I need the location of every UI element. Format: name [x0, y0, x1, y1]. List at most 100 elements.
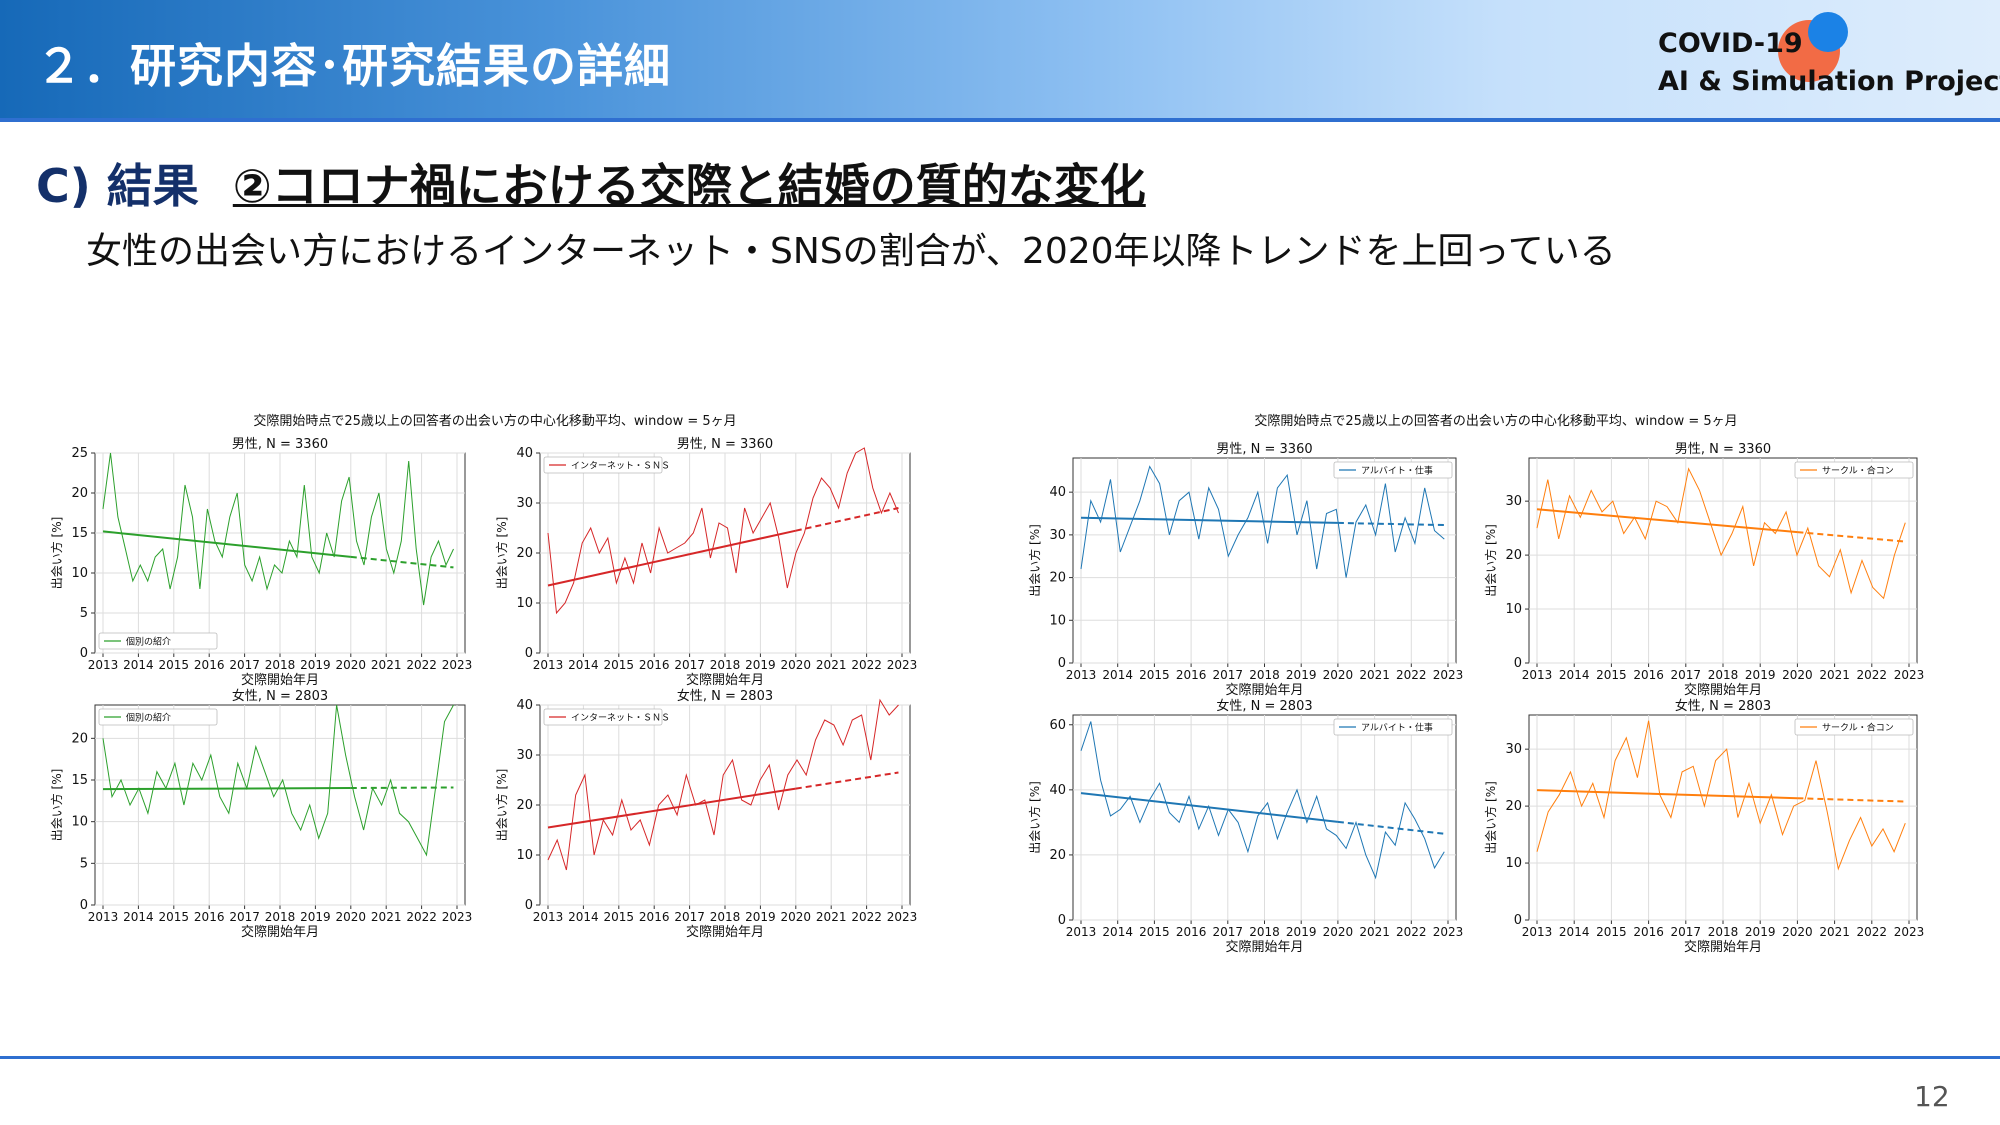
x-tick-label: 2020: [336, 658, 367, 672]
x-tick-label: 2021: [1359, 668, 1390, 682]
y-tick-label: 60: [1049, 718, 1066, 733]
x-tick-label: 2023: [887, 910, 918, 924]
x-tick-label: 2014: [1102, 925, 1133, 939]
y-tick-label: 0: [525, 646, 533, 661]
y-tick-label: 10: [516, 596, 533, 611]
x-tick-label: 2018: [1708, 925, 1739, 939]
x-tick-label: 2022: [406, 658, 437, 672]
y-axis-label: 出会い方 [%]: [50, 769, 64, 842]
y-axis-label: 出会い方 [%]: [50, 517, 64, 590]
x-tick-label: 2020: [1782, 668, 1813, 682]
x-tick-label: 2013: [1522, 668, 1553, 682]
section-label: C) 結果: [36, 159, 199, 213]
series-line: [1536, 467, 1906, 600]
x-tick-label: 2020: [781, 658, 812, 672]
legend-box: [1794, 461, 1914, 479]
panel-subtitle: 男性, N = 3360: [677, 437, 773, 452]
x-tick-label: 2018: [265, 658, 296, 672]
header-divider: [0, 118, 2000, 122]
series-line: [1536, 720, 1906, 871]
y-tick-label: 10: [71, 566, 88, 581]
y-tick-label: 10: [1505, 602, 1522, 617]
x-tick-label: 2023: [1894, 668, 1925, 682]
y-tick-label: 0: [1058, 656, 1066, 671]
x-tick-label: 2015: [604, 910, 635, 924]
panel-2: 男性, N = 3360 2013 2014 2015 2016 2017 2018 2019…: [1483, 442, 1924, 698]
x-tick-label: 2015: [604, 658, 635, 672]
x-tick-label: 2014: [1559, 925, 1590, 939]
x-tick-label: 2020: [336, 910, 367, 924]
x-tick-label: 2022: [851, 658, 882, 672]
x-tick-label: 2013: [533, 658, 564, 672]
x-tick-label: 2017: [229, 658, 260, 672]
legend-label: 個別の紹介: [126, 636, 171, 648]
x-tick-label: 2015: [1596, 668, 1627, 682]
trend-line: [1536, 789, 1798, 800]
legend: 個別の紹介: [98, 632, 218, 650]
y-tick-label: 10: [71, 815, 88, 830]
x-tick-label: 2023: [442, 658, 473, 672]
legend: インターネット・ＳＮＳ: [543, 456, 670, 474]
x-tick-label: 2018: [710, 658, 741, 672]
x-tick-label: 2014: [123, 658, 154, 672]
x-tick-label: 2018: [1708, 668, 1739, 682]
y-axis-label: 出会い方 [%]: [1027, 524, 1042, 597]
x-axis-label: 交際開始年月: [1684, 939, 1762, 953]
footer-divider: [0, 1056, 2000, 1059]
y-tick-label: 10: [1505, 856, 1522, 871]
y-tick-label: 20: [1505, 548, 1522, 563]
x-tick-label: 2017: [229, 910, 260, 924]
legend-label: 個別の紹介: [126, 712, 171, 724]
x-tick-label: 2016: [639, 910, 670, 924]
y-tick-label: 20: [71, 486, 88, 501]
legend-box: [1794, 718, 1914, 736]
x-tick-label: 2014: [123, 910, 154, 924]
x-tick-label: 2021: [371, 658, 402, 672]
x-axis-label: 交際開始年月: [1225, 939, 1303, 953]
x-tick-label: 2022: [851, 910, 882, 924]
x-tick-label: 2017: [1671, 668, 1702, 682]
x-tick-label: 2020: [1323, 668, 1354, 682]
y-tick-label: 20: [516, 546, 533, 561]
series-line: [547, 447, 899, 615]
y-tick-label: 10: [516, 848, 533, 863]
y-tick-label: 20: [71, 731, 88, 746]
y-tick-label: 40: [1049, 783, 1066, 798]
legend-box: [543, 456, 663, 474]
x-tick-label: 2016: [194, 658, 225, 672]
x-tick-label: 2023: [1894, 925, 1925, 939]
x-tick-label: 2016: [1633, 668, 1664, 682]
x-tick-label: 2019: [1745, 668, 1776, 682]
x-tick-label: 2017: [674, 910, 705, 924]
trend-line-dashed: [1797, 531, 1906, 543]
x-axis-label: 交際開始年月: [1684, 682, 1762, 698]
x-tick-label: 2019: [300, 658, 331, 672]
x-tick-label: 2013: [533, 910, 564, 924]
panel-3: 女性, N = 2803 2013 2014 2015 2016 2017 2018 2019…: [1027, 698, 1463, 953]
x-tick-label: 2018: [265, 910, 296, 924]
x-tick-label: 2015: [1596, 925, 1627, 939]
x-axis-label: 交際開始年月: [241, 924, 319, 940]
x-tick-label: 2016: [1176, 668, 1207, 682]
x-tick-label: 2020: [1782, 925, 1813, 939]
x-tick-label: 2020: [781, 910, 812, 924]
trend-line: [1080, 516, 1338, 524]
series-line: [547, 698, 899, 871]
trend-line: [1536, 508, 1798, 534]
legend: サークル・合コン: [1794, 461, 1914, 479]
x-tick-label: 2017: [674, 658, 705, 672]
panel-4: 女性, N = 2803 2013 2014 2015 2016 2017 2018 2019…: [494, 688, 917, 940]
x-tick-label: 2015: [159, 910, 190, 924]
legend: インターネット・ＳＮＳ: [543, 708, 670, 726]
y-tick-label: 25: [71, 446, 88, 461]
legend-box: [98, 632, 218, 650]
trend-line: [102, 786, 351, 791]
series-line: [102, 452, 454, 606]
legend-label: アルバイト・仕事: [1361, 722, 1433, 734]
x-tick-label: 2023: [442, 910, 473, 924]
y-tick-label: 30: [1505, 494, 1522, 509]
x-tick-label: 2022: [1857, 925, 1888, 939]
slide-title: ２．研究内容･研究結果の詳細: [36, 39, 671, 93]
project-logo: COVID-19 AI & Simulation Project: [1656, 12, 2000, 108]
